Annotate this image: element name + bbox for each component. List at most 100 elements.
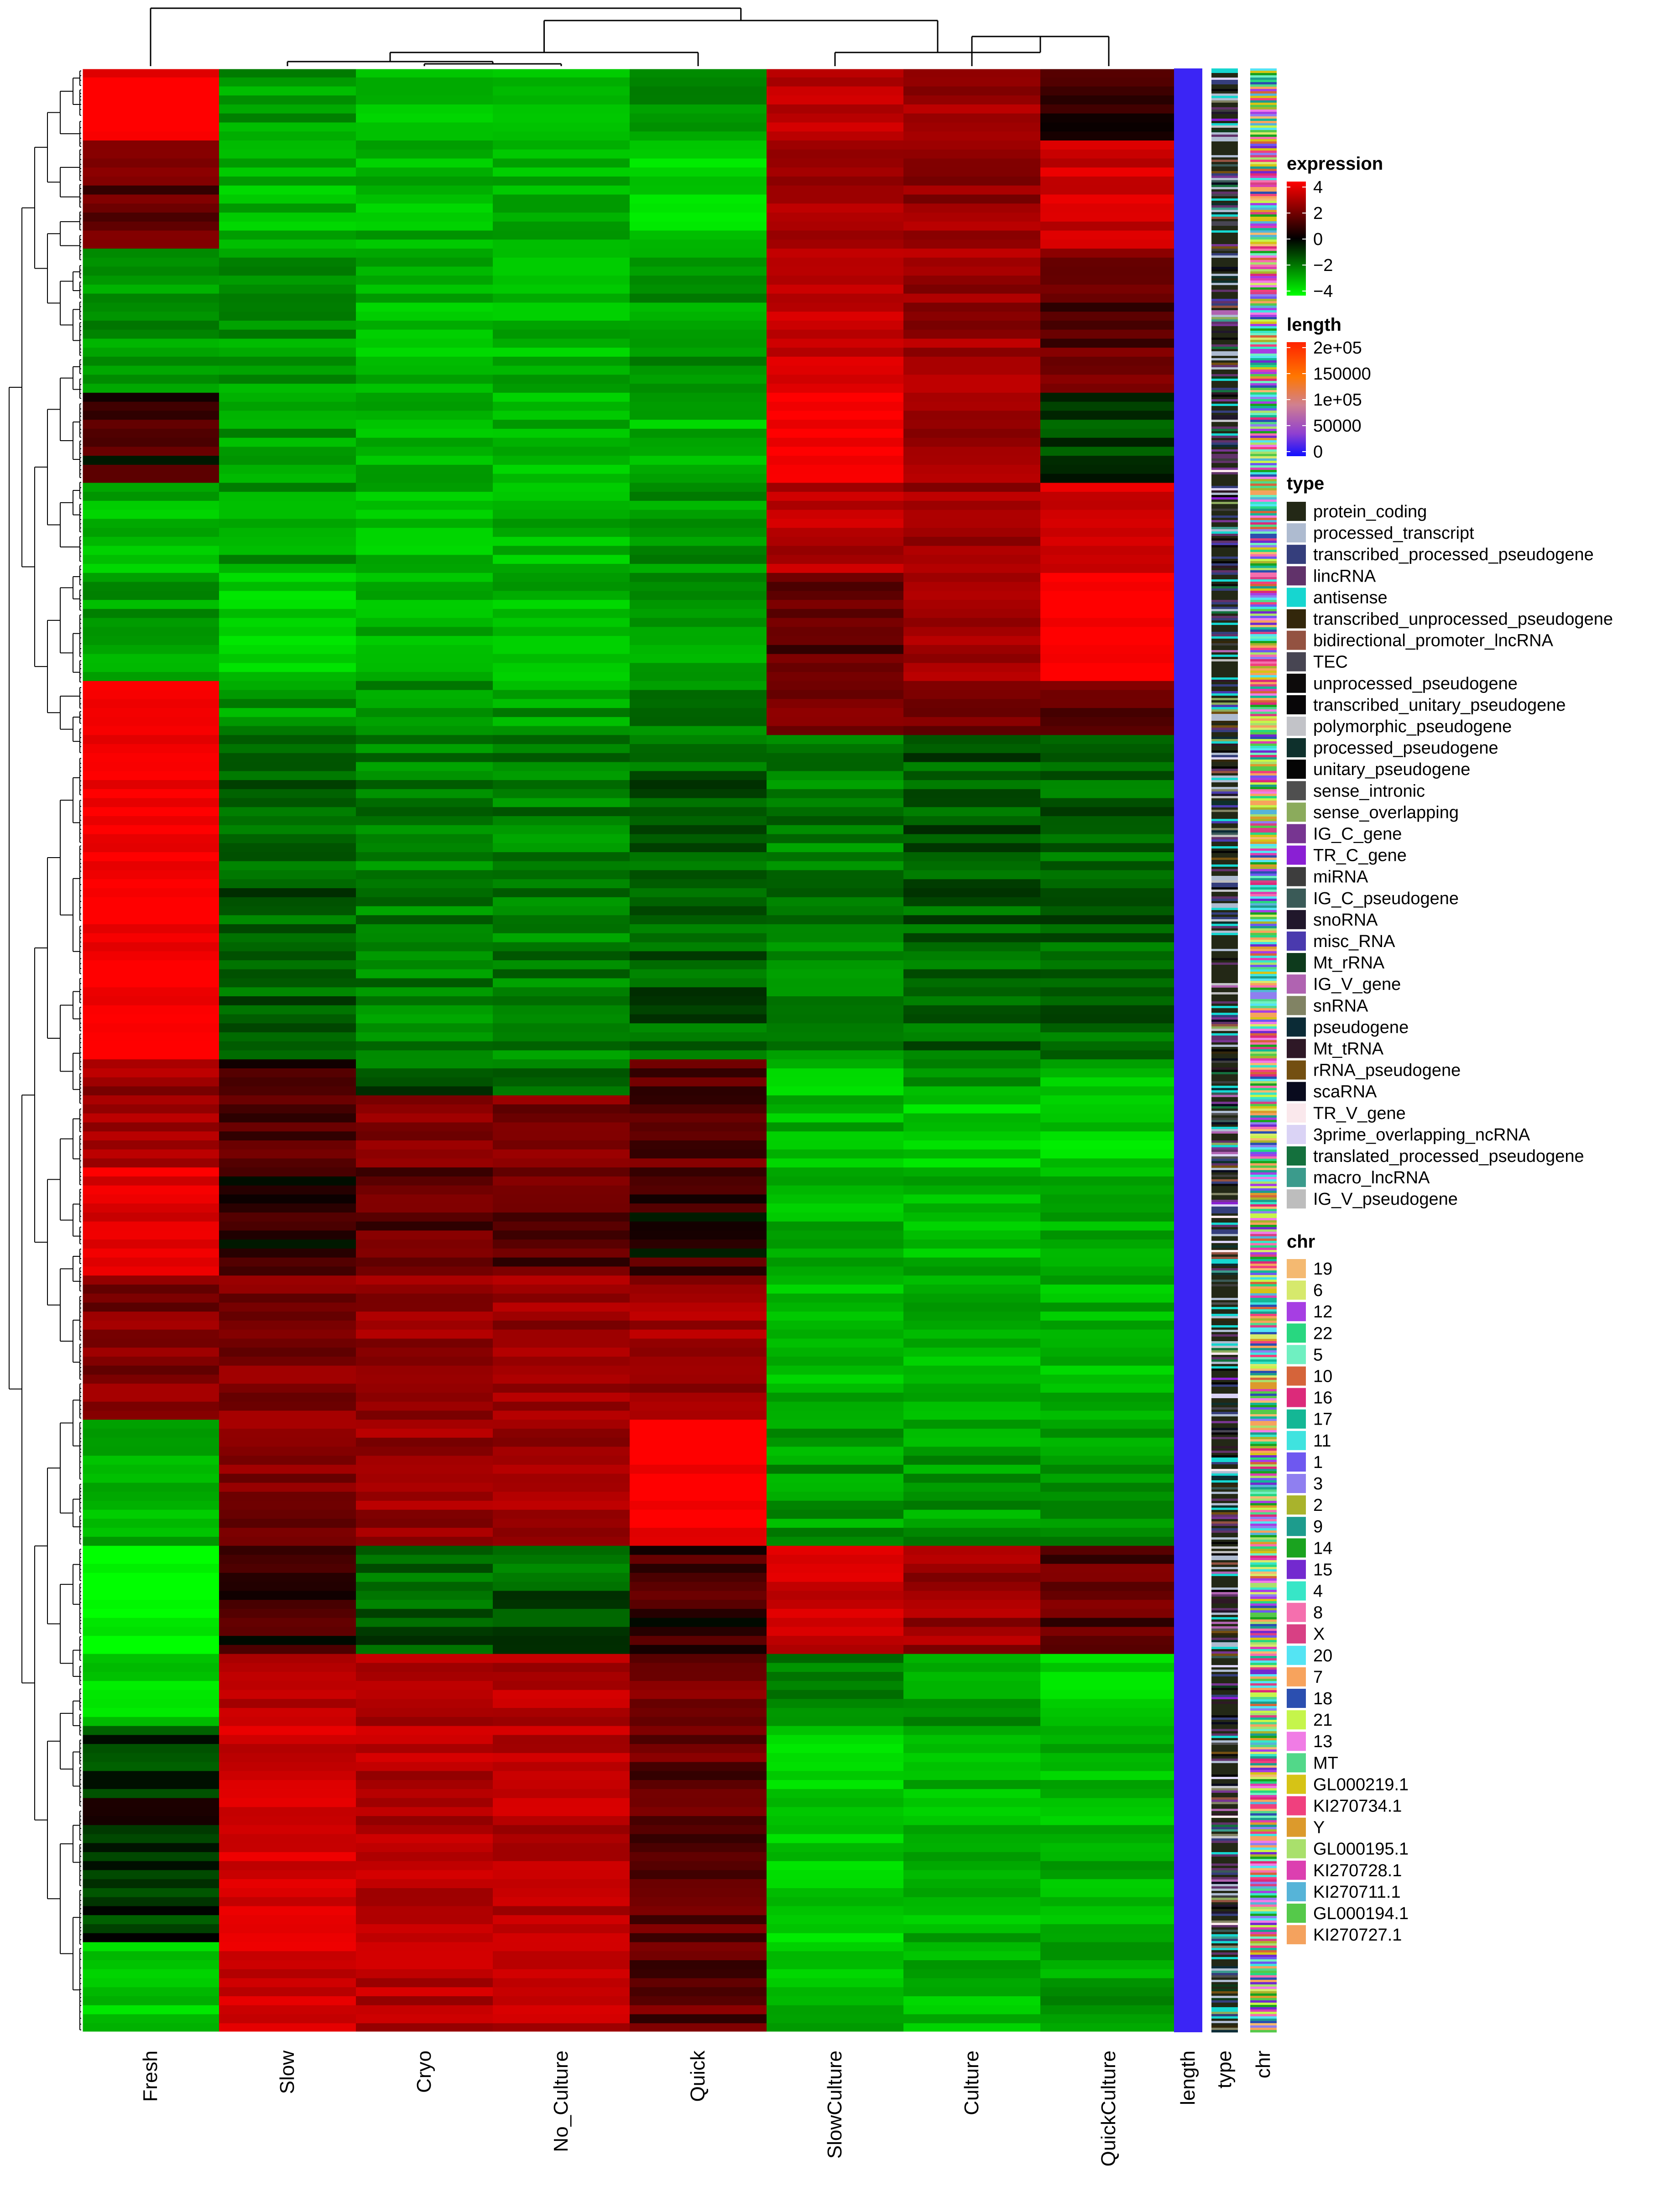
chr-annotation-cell [1250,880,1277,883]
heatmap-cell [356,1176,493,1186]
chr-annotation-cell [1250,1437,1277,1440]
heatmap-cell [903,1104,1040,1114]
heatmap-cell [903,384,1040,393]
heatmap-cell [630,1293,767,1303]
heatmap-cell [767,437,903,448]
heatmap-cell [219,104,356,114]
heatmap-cell [219,1843,356,1853]
type-annotation-cell [1211,1508,1238,1510]
chr-annotation-cell [1250,413,1277,416]
heatmap-cell [219,1852,356,1862]
heatmap-cell [219,1374,356,1384]
chr-annotation-cell [1250,1626,1277,1629]
heatmap-cell [630,969,767,979]
heatmap-cell [82,68,219,78]
heatmap-cell [630,1897,767,1907]
heatmap-cell [219,329,356,339]
chr-annotation-cell [1250,1172,1277,1175]
chr-annotation-cell [1250,1727,1277,1729]
chr-annotation-cell [1250,235,1277,238]
chr-annotation-cell [1250,810,1277,812]
heatmap-cell [767,1996,903,2006]
chr-annotation-cell [1250,1362,1277,1364]
heatmap-cell [493,1870,630,1879]
heatmap-cell [903,1492,1040,1501]
heatmap-cell [630,1699,767,1708]
heatmap-cell [493,1257,630,1267]
chr-annotation-cell [1250,135,1277,137]
type-annotation-cell [1211,1063,1238,1066]
heatmap-cell [493,1401,630,1411]
type-annotation-cell [1211,691,1238,694]
heatmap-cell [630,924,767,934]
chr-annotation-cell [1250,1412,1277,1415]
heatmap-cell [82,969,219,979]
heatmap-cell [82,158,219,168]
heatmap-cell [493,1374,630,1384]
type-annotation-cell [1211,1496,1238,1499]
heatmap-cell [630,1338,767,1348]
heatmap-cell [767,807,903,817]
heatmap-cell [493,888,630,898]
heatmap-cell [1040,1825,1177,1835]
heatmap-cell [1040,744,1177,754]
heatmap-cell [630,573,767,583]
heatmap-cell [219,1636,356,1645]
type-annotation-cell [1211,219,1238,222]
type-annotation-cell [1211,883,1238,885]
type-annotation-cell [1211,1268,1238,1271]
heatmap-cell [219,573,356,583]
heatmap-cell [356,1041,493,1051]
type-annotation-cell [1211,953,1238,956]
type-annotation-cell [1211,1526,1238,1529]
heatmap-cell [82,1960,219,1970]
type-annotation-cell [1211,1145,1238,1148]
heatmap-cell [903,185,1040,195]
heatmap-cell [219,1906,356,1915]
heatmap-cell [219,1762,356,1771]
chr-annotation-cell [1250,1161,1277,1164]
chr-annotation-cell [1250,570,1277,573]
heatmap-cell [356,1257,493,1267]
type-annotation-cell [1211,570,1238,573]
heatmap-cell [493,1825,630,1835]
heatmap-cell [767,1176,903,1186]
heatmap-cell [903,951,1040,961]
chr-annotation-cell [1250,1170,1277,1173]
heatmap-cell [630,510,767,519]
heatmap-cell [356,1861,493,1871]
chr-annotation-cell [1250,440,1277,443]
type-annotation-cell [1211,520,1238,523]
type-annotation-cell [1211,1373,1238,1376]
type-annotation-cell [1211,990,1238,993]
type-annotation-cell [1211,267,1238,270]
heatmap-cell [219,1572,356,1582]
chr-annotation-cell [1250,71,1277,73]
type-annotation-cell [1211,436,1238,438]
heatmap-cell [903,140,1040,150]
type-annotation-cell [1211,776,1238,778]
heatmap-cell [1040,1329,1177,1339]
heatmap-cell [493,1627,630,1636]
heatmap-cell [630,1104,767,1114]
chr-annotation-cell [1250,157,1277,160]
heatmap-cell [493,519,630,528]
heatmap-cell [82,1663,219,1672]
type-annotation-cell [1211,947,1238,949]
heatmap-cell [630,483,767,492]
heatmap-cell [630,1420,767,1429]
heatmap-cell [82,771,219,781]
heatmap-cell [356,1239,493,1249]
heatmap-cell [767,1861,903,1871]
heatmap-cell [903,780,1040,790]
heatmap-cell [493,1266,630,1276]
type-annotation-cell [1211,132,1238,135]
heatmap-cell [767,1933,903,1943]
heatmap-cell [356,951,493,961]
heatmap-cell [493,122,630,132]
heatmap-cell [219,1149,356,1159]
chr-annotation-cell [1250,602,1277,605]
chr-annotation-cell [1250,885,1277,888]
type-annotation-cell [1211,1225,1238,1228]
chr-annotation-cell [1250,1505,1277,1508]
